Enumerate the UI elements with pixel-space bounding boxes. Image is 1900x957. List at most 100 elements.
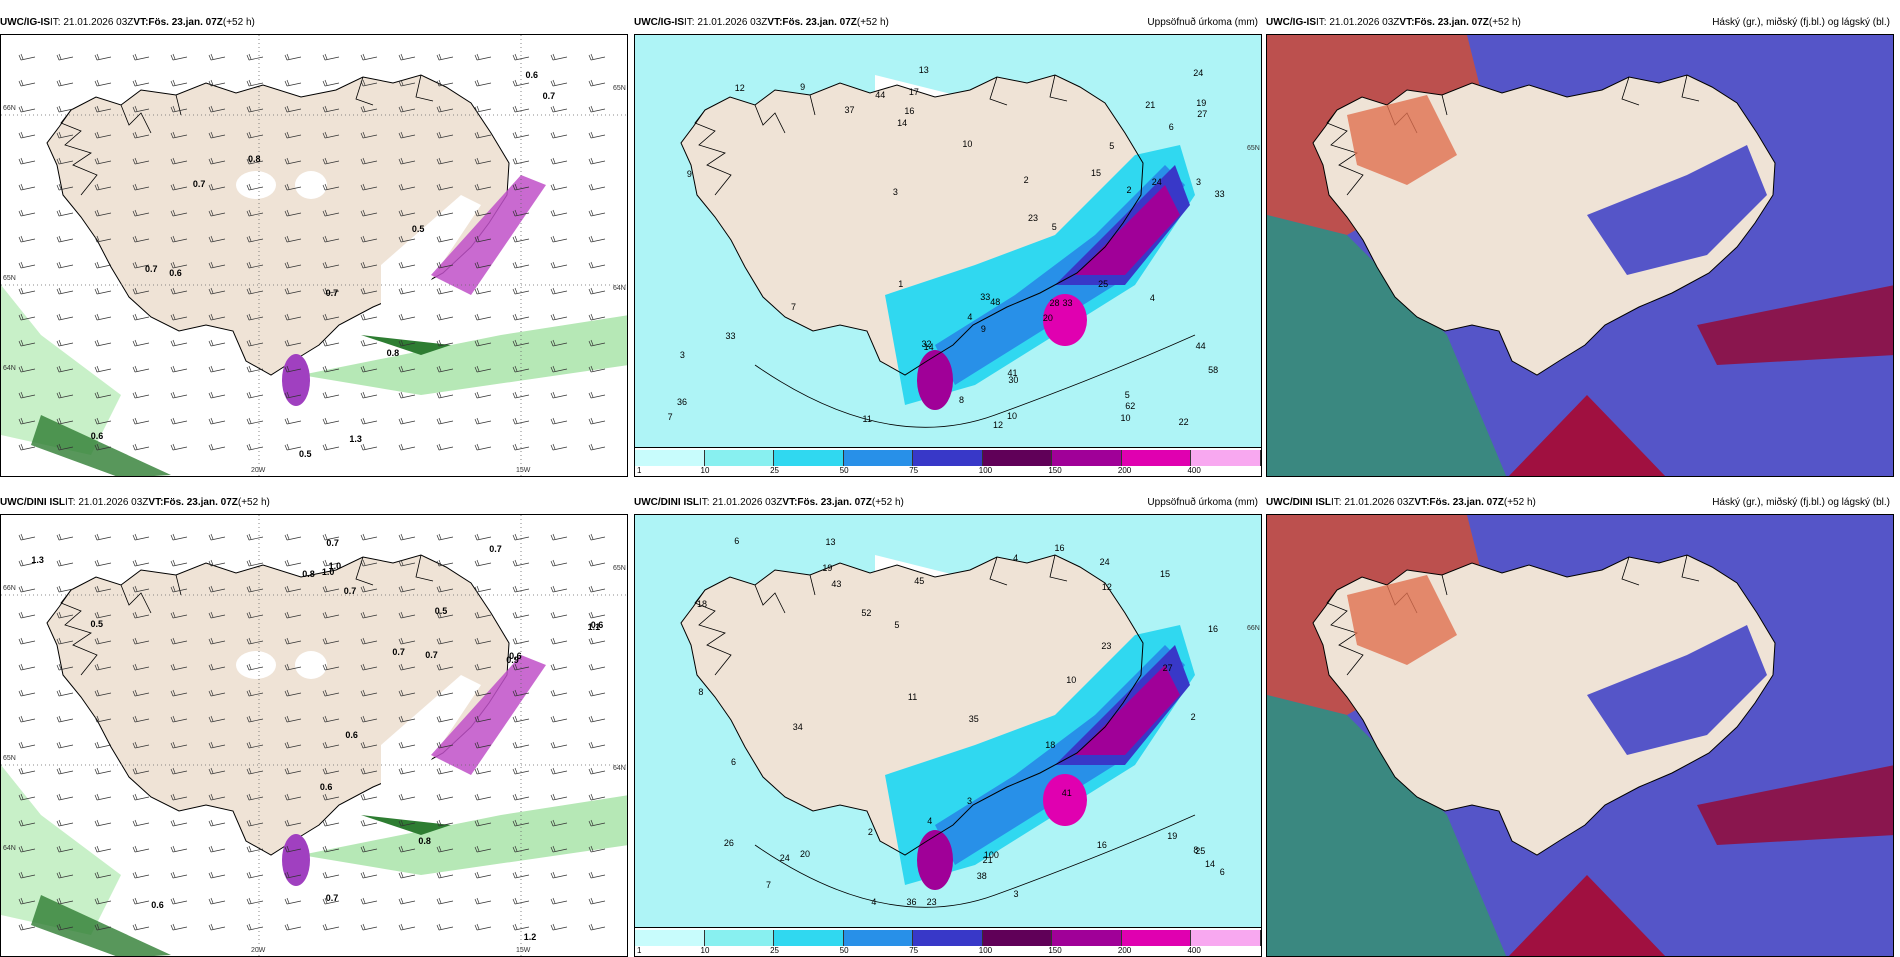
colorbar-tick: 150	[1048, 946, 1062, 955]
lead-time: (+52 h)	[237, 497, 270, 508]
map-graphic	[1267, 35, 1893, 476]
value-label: 21	[982, 855, 993, 866]
value-label: 24	[1151, 176, 1162, 187]
value-label: 0.6	[90, 430, 104, 441]
value-label: 5	[1109, 141, 1115, 152]
value-label: 0.8	[248, 154, 261, 164]
value-label: 33	[980, 292, 991, 303]
valid-time: Fös. 23.jan. 07Z	[148, 17, 223, 28]
value-label: 0.6	[151, 900, 164, 911]
value-label: 0.7	[343, 586, 357, 597]
value-label: 0.7	[489, 543, 502, 554]
value-label: 0.5	[411, 224, 425, 235]
colorbar-segment	[704, 450, 775, 466]
value-label: 23	[1027, 213, 1038, 224]
panel-header: UWC/IG-ISIT: 21.01.2026 03ZVT:Fös. 23.ja…	[1266, 12, 1894, 34]
value-label: 16	[1208, 623, 1219, 634]
colorbar-segment	[843, 450, 914, 466]
colorbar-segment	[913, 930, 983, 946]
colorbar-segment	[635, 930, 705, 946]
value-label: 28	[1049, 297, 1060, 308]
value-label: 25	[1098, 278, 1109, 289]
value-label: 41	[1061, 788, 1072, 799]
value-label: 5	[1124, 390, 1130, 401]
model-name: UWC/DINI ISL	[0, 497, 65, 508]
map-canvas	[1266, 34, 1894, 477]
value-label: 11	[907, 692, 918, 703]
value-label: 44	[1195, 341, 1206, 352]
value-label: 20	[800, 848, 811, 859]
value-label: 1.2	[523, 931, 537, 942]
value-label: 18	[696, 598, 707, 609]
map-graphic	[635, 35, 1261, 476]
value-label: 0.7	[144, 263, 158, 274]
axis-label: 65N	[3, 275, 16, 282]
colorbar-segment	[843, 930, 914, 946]
map-graphic	[1267, 515, 1893, 956]
panel-header: UWC/DINI ISLIT: 21.01.2026 03ZVT:Fös. 23…	[0, 492, 628, 514]
value-label: 30	[1008, 375, 1019, 386]
value-label: 3	[892, 186, 898, 197]
axis-label: 66N	[3, 585, 16, 592]
value-label: 0.6	[509, 651, 522, 662]
lead-time: (+52 h)	[1503, 497, 1536, 508]
value-label: 2	[1190, 712, 1196, 723]
value-label: 23	[1101, 641, 1112, 652]
value-label: 38	[976, 871, 987, 882]
value-label: 15	[1091, 167, 1102, 178]
colorbar: 1 10 25 50 75 100 150 200 400	[635, 927, 1261, 956]
value-label: 43	[831, 579, 842, 590]
value-label: 36	[676, 397, 687, 408]
axis-label: 64N	[3, 845, 16, 852]
value-label: 0.5	[434, 606, 448, 617]
value-label: 6	[734, 535, 740, 546]
value-label: 0.7	[542, 90, 556, 101]
value-label: 0.7	[325, 892, 339, 903]
value-label: 25	[1195, 845, 1206, 856]
colorbar-tick: 10	[700, 466, 710, 475]
map-canvas: 0.6 0.5 0.6 0.8 0.7 0.6 1.0 0.5 1.3 1.2 0.8 1.1 0.7 0…	[0, 514, 628, 957]
colorbar: 1 10 25 50 75 100 150 200 400	[635, 447, 1261, 476]
colorbar-tick: 75	[909, 466, 919, 475]
lead-time: (+52 h)	[1488, 17, 1521, 28]
colorbar-segment	[704, 930, 775, 946]
value-label: 0.7	[326, 538, 339, 549]
axis-label: 20W	[251, 467, 266, 474]
value-label: 17	[908, 86, 919, 97]
value-label: 6	[1168, 121, 1174, 132]
colorbar-tick: 400	[1187, 466, 1201, 475]
model-name: UWC/IG-IS	[634, 17, 684, 28]
value-label: 15	[1160, 568, 1171, 579]
value-label: 10	[962, 139, 973, 150]
value-label: 0.5	[90, 619, 104, 630]
panel-header: UWC/IG-ISIT: 21.01.2026 03ZVT:Fös. 23.ja…	[634, 12, 1262, 34]
value-label: 0.6	[525, 70, 539, 81]
valid-time: Fös. 23.jan. 07Z	[163, 497, 238, 508]
colorbar-tick: 10	[700, 946, 710, 955]
model-name: UWC/IG-IS	[0, 17, 50, 28]
map-panel-6: UWC/DINI ISLIT: 21.01.2026 03ZVT:Fös. 23…	[1266, 492, 1894, 957]
value-label: 1.1	[587, 621, 601, 632]
colorbar-tick: 75	[909, 946, 919, 955]
value-label: 4	[967, 311, 973, 322]
panel-header: UWC/DINI ISLIT: 21.01.2026 03ZVT:Fös. 23…	[1266, 492, 1894, 514]
value-label: 16	[904, 106, 915, 117]
value-label: 11	[862, 413, 872, 424]
value-label: 24	[1099, 557, 1110, 568]
value-label: 10	[1120, 412, 1131, 423]
value-label: 1.3	[349, 433, 362, 444]
value-label: 21	[1145, 99, 1156, 110]
map-panel-5: UWC/DINI ISLIT: 21.01.2026 03ZVT:Fös. 23…	[634, 492, 1262, 957]
value-label: 22	[1178, 417, 1189, 428]
value-label: 3	[1013, 888, 1019, 899]
model-name: UWC/IG-IS	[1266, 17, 1316, 28]
colorbar-segment	[1121, 930, 1192, 946]
init-time: IT: 21.01.2026 03Z	[65, 497, 149, 508]
value-label: 35	[968, 713, 979, 724]
map-canvas	[1266, 514, 1894, 957]
lead-time: (+52 h)	[871, 497, 904, 508]
axis-label: 64N	[613, 285, 626, 292]
lead-time: (+52 h)	[222, 17, 255, 28]
value-label: 14	[1205, 859, 1216, 870]
axis-label: 20W	[251, 947, 266, 954]
